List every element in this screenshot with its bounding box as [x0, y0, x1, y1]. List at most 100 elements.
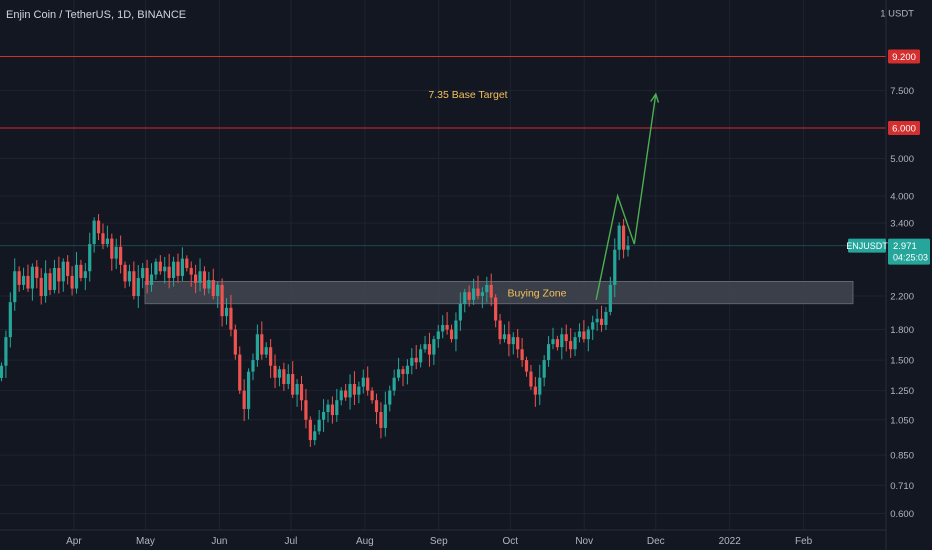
- candle-body: [105, 238, 109, 245]
- price-axis-panel[interactable]: [886, 0, 932, 550]
- candle-body: [410, 357, 414, 366]
- candle-body: [216, 284, 220, 296]
- candle-body: [621, 225, 626, 250]
- projection-arrowhead: [650, 92, 660, 103]
- symbol-badge[interactable]: ENJUSDT: [846, 238, 888, 253]
- candle: [264, 342, 268, 358]
- candle: [74, 251, 79, 294]
- candle-body: [546, 344, 551, 361]
- candle-body: [185, 258, 189, 269]
- symbol-badge-bg: [848, 238, 886, 253]
- candle-body: [158, 261, 162, 272]
- candle: [577, 323, 582, 343]
- candle: [529, 365, 533, 391]
- candle-body: [388, 390, 392, 405]
- projection-path[interactable]: [595, 92, 660, 300]
- candle: [361, 369, 365, 394]
- candle-body: [114, 246, 118, 259]
- candle-body: [352, 384, 357, 395]
- buying-zone[interactable]: Buying Zone: [144, 281, 854, 305]
- candle-body: [21, 275, 26, 285]
- candle-body: [366, 377, 370, 391]
- candle: [52, 259, 57, 294]
- candle: [582, 320, 586, 343]
- candle: [604, 306, 608, 331]
- candle-body: [555, 339, 560, 348]
- level-6000-badge[interactable]: 6.000: [888, 121, 920, 136]
- candle: [383, 391, 387, 437]
- candle-body: [136, 277, 140, 296]
- candle: [269, 339, 273, 378]
- candle: [39, 268, 43, 305]
- level-9200-badge-bg: [888, 49, 920, 64]
- candle-body: [149, 274, 154, 285]
- candle: [141, 263, 145, 289]
- candle: [101, 223, 105, 250]
- candle: [436, 324, 440, 348]
- candle-body: [374, 400, 379, 412]
- candle: [494, 294, 498, 328]
- candle-body: [66, 261, 70, 276]
- candle-body: [427, 344, 432, 355]
- candle-body: [494, 297, 498, 321]
- candle-body: [141, 268, 145, 278]
- candle: [533, 376, 537, 407]
- symbol-badge-text: ENJUSDT: [846, 241, 888, 251]
- candle-body: [242, 390, 246, 409]
- level-9200-badge[interactable]: 9.200: [888, 49, 920, 64]
- candle: [569, 328, 573, 358]
- candle-body: [339, 390, 343, 401]
- candle-body: [383, 404, 387, 428]
- countdown-text: 04:25:03: [893, 253, 928, 263]
- candle: [145, 259, 149, 294]
- candle: [105, 225, 109, 248]
- candle-body: [13, 271, 17, 303]
- candle: [255, 324, 259, 367]
- candle-body: [449, 329, 454, 340]
- candle-body: [467, 292, 471, 300]
- projection-polyline[interactable]: [595, 93, 657, 300]
- candle: [498, 313, 502, 345]
- price-axis[interactable]: 1 USDT 7.500 5.000 4.000 3.400 2.200 1.800 1.50…: [846, 0, 932, 550]
- candle: [180, 247, 184, 282]
- candle-body: [423, 344, 427, 350]
- buying-zone-label: Buying Zone: [508, 288, 567, 300]
- candle-body: [286, 374, 290, 385]
- candle-body: [35, 266, 39, 278]
- candle-body: [516, 337, 520, 350]
- candle-body: [176, 261, 180, 276]
- candle-body: [480, 292, 485, 296]
- candle-body: [299, 384, 304, 401]
- candle: [96, 214, 101, 241]
- candle: [246, 368, 251, 420]
- candle-body: [269, 347, 273, 366]
- candle-body: [57, 268, 61, 282]
- candle-body: [167, 266, 171, 278]
- candle: [0, 362, 4, 382]
- candle-body: [524, 360, 529, 372]
- candle: [344, 384, 348, 401]
- y-tick-label: 4.000: [890, 191, 914, 202]
- candle: [313, 424, 317, 446]
- time-axis[interactable]: Apr May Jun Jul Aug Sep Oct Nov Dec 2022 Feb: [0, 529, 886, 547]
- candle-body: [379, 411, 383, 428]
- candle-body: [330, 404, 334, 416]
- candle: [458, 292, 462, 331]
- buying-zone-rect[interactable]: [144, 281, 854, 305]
- candle: [8, 292, 12, 348]
- candle: [564, 324, 568, 352]
- candle-body: [569, 341, 573, 350]
- x-tick-label: Aug: [356, 536, 374, 547]
- candle: [207, 271, 211, 294]
- candle-body: [626, 245, 630, 250]
- candle-body: [511, 337, 515, 345]
- candle-body: [83, 271, 87, 278]
- candle-body: [573, 337, 577, 350]
- candle: [352, 371, 357, 406]
- candle: [502, 324, 507, 343]
- candle-body: [308, 419, 312, 441]
- candle: [185, 255, 189, 272]
- candle-body: [604, 311, 608, 325]
